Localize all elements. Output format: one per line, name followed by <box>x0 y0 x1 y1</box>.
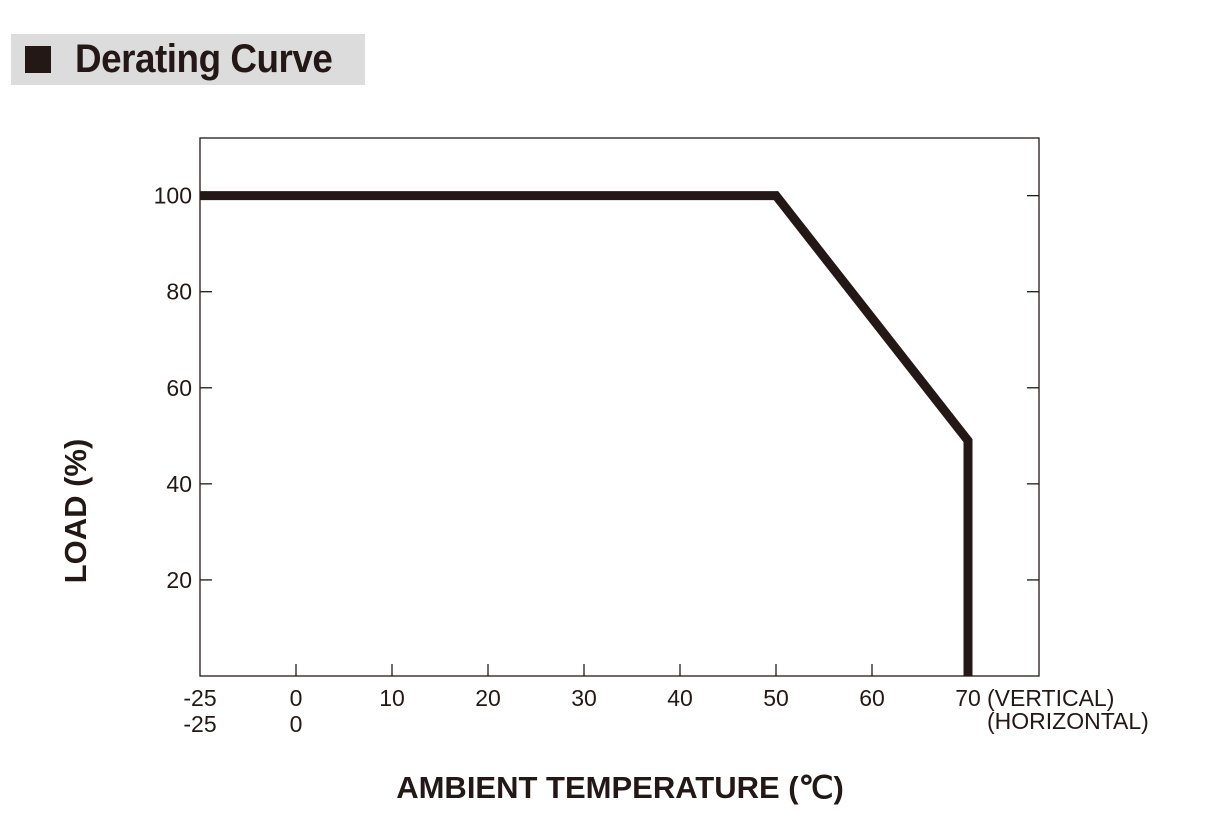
orientation-label-vertical: (VERTICAL) <box>987 685 1114 711</box>
y-tick-label: 100 <box>154 183 192 209</box>
x-tick-label-horizontal: -25 <box>183 711 216 737</box>
y-axis-title: LOAD (%) <box>58 439 93 584</box>
derating-curve-line <box>200 191 973 676</box>
x-tick-label-vertical: 40 <box>667 685 693 711</box>
x-tick-label-vertical: 60 <box>859 685 885 711</box>
y-tick-label: 60 <box>166 375 192 401</box>
orientation-label-horizontal: (HORIZONTAL) <box>987 708 1149 734</box>
page-title: Derating Curve <box>75 37 333 81</box>
y-tick-label: 20 <box>166 567 192 593</box>
x-tick-label-vertical: 50 <box>763 685 789 711</box>
x-axis-title: AMBIENT TEMPERATURE (℃) <box>396 770 844 805</box>
x-tick-label-vertical: 70 <box>955 685 981 711</box>
y-tick-label: 40 <box>166 471 192 497</box>
x-tick-label-vertical: -25 <box>183 685 216 711</box>
square-bullet-icon <box>25 46 51 73</box>
x-tick-label-vertical: 10 <box>379 685 405 711</box>
plot-frame <box>199 137 1040 677</box>
x-tick-label-horizontal: 0 <box>290 711 303 737</box>
x-tick-label-vertical: 0 <box>290 685 303 711</box>
y-tick-label: 80 <box>166 279 192 305</box>
title-banner: Derating Curve <box>11 34 365 85</box>
x-tick-label-vertical: 20 <box>475 685 501 711</box>
x-tick-label-vertical: 30 <box>571 685 597 711</box>
